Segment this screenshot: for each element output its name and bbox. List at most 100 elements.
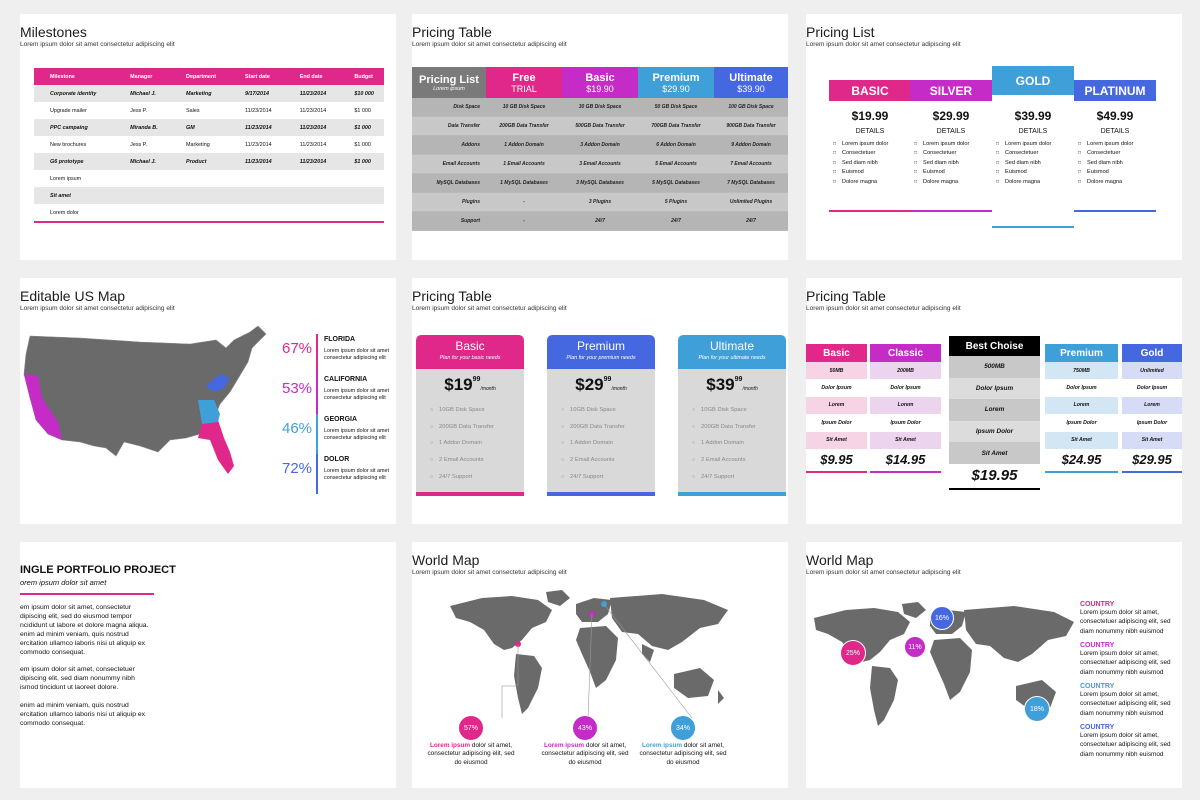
slide-us-map[interactable]: Editable US Map Lorem ipsum dolor sit am… — [20, 278, 396, 524]
table-row[interactable]: Lorem ipsum — [34, 170, 384, 187]
portfolio-line: em ipsum dolor sit amet, consectetur — [20, 604, 132, 611]
slide-pricing-list[interactable]: Pricing List Lorem ipsum dolor sit amet … — [806, 14, 1182, 260]
country-circle[interactable]: 25% — [840, 640, 866, 666]
plan-header-basic[interactable]: Basic $19.90 — [562, 67, 638, 98]
pricing-column-best-choise[interactable]: Best Choise 500MB Dolor Ipsum Lorem Ipsum Do… — [949, 336, 1040, 490]
column-header: Best Choise — [949, 336, 1040, 356]
slide-title: Pricing Table — [412, 24, 492, 40]
pricing-list-column-gold[interactable]: GOLD $39.99 DETAILS Lorem ipsum dolor Consec… — [992, 66, 1074, 188]
card-footer-bar — [416, 492, 524, 496]
portfolio-paragraph-2: em ipsum dolor sit amet, consectetuer dip… — [20, 666, 150, 693]
stat-circle[interactable]: 34% — [670, 715, 696, 741]
feature-item: 24/7 Support — [692, 474, 786, 480]
portfolio-line: commodo consequat. — [20, 648, 85, 656]
virginia-shape[interactable] — [206, 374, 230, 392]
pricing-list-column-silver[interactable]: SILVER $29.99 DETAILS Lorem ipsum dolor Cons… — [910, 80, 992, 188]
california-shape[interactable] — [24, 374, 62, 440]
table-row[interactable]: Corporate identity Michael J. Marketing 9/1… — [34, 85, 384, 102]
portfolio-line: ercitation ullamco laboris nisi ut aliqu… — [20, 710, 146, 718]
row-value: 5 MySQL Databases — [638, 174, 714, 193]
pricing-list-column-platinum[interactable]: PLATINUM $49.99 DETAILS Lorem ipsum dolor Co… — [1074, 80, 1156, 188]
plan-price: $19.90 — [586, 83, 614, 94]
table-row[interactable]: Lorem dolor — [34, 204, 384, 221]
table-cell: Sales — [186, 107, 200, 114]
slide-pricing-table-3[interactable]: Pricing Table Lorem ipsum dolor sit amet… — [806, 278, 1182, 524]
details-label: DETAILS — [1018, 128, 1048, 135]
feature-item: 1 Addon Domain — [692, 440, 786, 446]
row-label: Support — [412, 212, 486, 231]
feature-item: Euismod — [833, 169, 911, 175]
stat-circle[interactable]: 43% — [572, 715, 598, 741]
slide-milestones[interactable]: Milestones Lorem ipsum dolor sit amet co… — [20, 14, 396, 260]
country-circle[interactable]: 16% — [930, 606, 954, 630]
table-row[interactable]: Sit amet — [34, 187, 384, 204]
georgia-shape[interactable] — [198, 400, 220, 424]
plan-name: Basic — [585, 71, 615, 84]
slide-title: Pricing Table — [412, 288, 492, 304]
pricing-column-premium[interactable]: Premium 750MB Dolor Ipsum Lorem Ipsum Dolor S… — [1045, 344, 1118, 473]
table-row[interactable]: PPC campaing Miranda B. GM 11/23/2014 11/23/… — [34, 119, 384, 136]
country-circle[interactable]: 11% — [904, 636, 926, 658]
country-description: consectetuer adipiscing elit, sed — [1080, 700, 1171, 708]
plan-header-premium[interactable]: Premium $29.90 — [638, 67, 714, 98]
pricing-list-column-basic[interactable]: BASIC $19.99 DETAILS Lorem ipsum dolor Conse… — [829, 80, 911, 188]
slide-pricing-table-2[interactable]: Pricing Table Lorem ipsum dolor sit amet… — [412, 278, 788, 524]
card-header: Ultimate Plan for your ultimate needs — [678, 335, 786, 369]
caption-text: dolor sit amet, — [470, 742, 513, 749]
feature-item: Consectetuer — [996, 150, 1074, 156]
feature-item: 1 Addon Domain — [430, 440, 524, 446]
slide-subtitle: Lorem ipsum dolor sit amet consectetur a… — [412, 41, 567, 48]
row-value: 24/7 — [714, 212, 788, 231]
pricing-column-classic[interactable]: Classic 200MB Dolor Ipsum Lorem Ipsum Dolor S… — [870, 344, 941, 473]
row-value: 50 GB Disk Space — [638, 98, 714, 117]
corner-subtitle: Lorem ipsum — [433, 85, 465, 92]
table-cell — [229, 187, 284, 204]
state-stat-california[interactable]: 53% CALIFORNIA Lorem ipsum dolor sit amet … — [282, 374, 392, 414]
column-cell: Lorem — [949, 399, 1040, 421]
row-value: Unlimited Plugins — [714, 193, 788, 212]
stat-bar — [316, 454, 318, 494]
state-stat-florida[interactable]: 67% FLORIDA Lorem ipsum dolor sit amet con… — [282, 334, 392, 374]
country-circle[interactable]: 18% — [1024, 696, 1050, 722]
pricing-column-basic[interactable]: Basic 50MB Dolor Ipsum Lorem Ipsum Dolor Sit … — [806, 344, 867, 473]
country-item[interactable]: COUNTRY Lorem ipsum dolor sit amet, consec… — [1080, 642, 1180, 677]
slide-world-map-2[interactable]: World Map Lorem ipsum dolor sit amet con… — [806, 542, 1182, 788]
row-value: 5 Email Accounts — [638, 155, 714, 174]
caption-text: dolor sit amet, — [584, 742, 627, 749]
row-label: Addons — [412, 136, 486, 155]
plan-header-free[interactable]: Free TRIAL — [486, 67, 562, 98]
plan-header-ultimate[interactable]: Ultimate $39.90 — [714, 67, 788, 98]
pricing-card-ultimate[interactable]: Ultimate Plan for your ultimate needs $399… — [678, 335, 786, 496]
slide-world-map-1[interactable]: World Map Lorem ipsum dolor sit amet con… — [412, 542, 788, 788]
country-description: Lorem ipsum dolor sit amet, — [1080, 650, 1159, 657]
column-header: Department — [170, 68, 230, 85]
country-item[interactable]: COUNTRY Lorem ipsum dolor sit amet, consec… — [1080, 724, 1180, 759]
pricing-column-gold[interactable]: Gold Unlimited Dolor Ipsum Lorem Ipsum Dolor… — [1122, 344, 1182, 473]
row-value: 7 Email Accounts — [714, 155, 788, 174]
state-stat-dolor[interactable]: 72% DOLOR Lorem ipsum dolor sit amet conse… — [282, 454, 392, 494]
table-row[interactable]: G6 prototype Michael J. Product 11/23/2014 1… — [34, 153, 384, 170]
table-cell — [284, 170, 339, 187]
pricing-card-basic[interactable]: Basic Plan for your basic needs $1999/mont… — [416, 335, 524, 496]
column-cell: Ipsum Dolor — [1045, 414, 1118, 432]
table-row[interactable]: Upgrade mailer Jess P. Sales 11/23/2014 11/2… — [34, 102, 384, 119]
table-cell — [170, 170, 229, 187]
feature-list: Lorem ipsum dolor Consectetuer Sed diam ni… — [829, 141, 911, 185]
country-item[interactable]: COUNTRY Lorem ipsum dolor sit amet, consec… — [1080, 683, 1180, 718]
state-stat-georgia[interactable]: 46% GEORGIA Lorem ipsum dolor sit amet con… — [282, 414, 392, 454]
slide-pricing-table-1[interactable]: Pricing Table Lorem ipsum dolor sit amet… — [412, 14, 788, 260]
row-label: Plugins — [412, 193, 486, 212]
country-item[interactable]: COUNTRY Lorem ipsum dolor sit amet, consec… — [1080, 601, 1180, 636]
table-row[interactable]: New brochures Jess P. Marketing 11/23/2014 1… — [34, 136, 384, 153]
stat-state: FLORIDA — [324, 336, 356, 343]
table-cell: $10 000 — [338, 85, 384, 102]
table-cell — [283, 187, 339, 204]
slide-portfolio[interactable]: INGLE PORTFOLIO PROJECT orem ipsum dolor… — [20, 542, 396, 788]
table-cell: Marketing — [170, 85, 230, 102]
florida-shape[interactable] — [198, 420, 234, 474]
stat-circle[interactable]: 57% — [458, 715, 484, 741]
pricing-card-premium[interactable]: Premium Plan for your premium needs $2999/… — [547, 335, 655, 496]
feature-list: Lorem ipsum dolor Consectetuer Sed diam ni… — [910, 141, 992, 185]
caption-line: do eiusmod — [454, 758, 488, 766]
world-map — [450, 590, 728, 719]
